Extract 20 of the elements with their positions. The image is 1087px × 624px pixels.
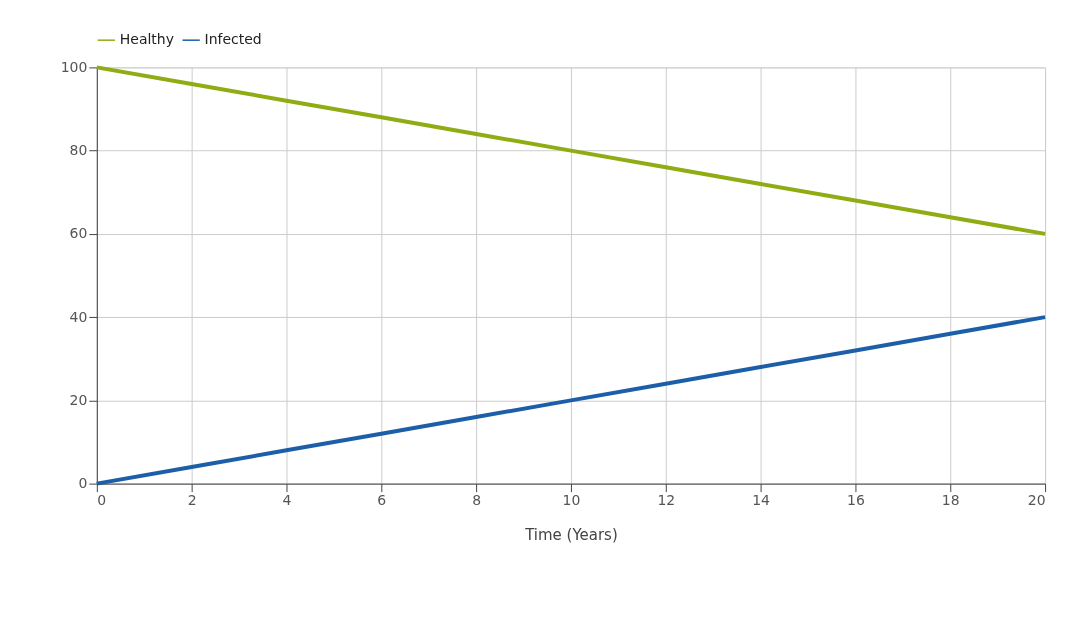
x-axis-title: Time (Years) <box>524 526 618 545</box>
x-tick-label: 6 <box>377 492 387 509</box>
y-tick-label: 80 <box>69 142 88 159</box>
x-tick-label: 14 <box>752 492 771 509</box>
x-tick-label: 0 <box>97 492 107 509</box>
legend-label: Healthy <box>119 31 174 48</box>
y-tick-label: 100 <box>60 58 88 75</box>
y-tick-label: 40 <box>69 308 88 325</box>
legend-label: Infected <box>204 31 262 48</box>
x-tick-label: 12 <box>657 492 676 509</box>
x-tick-label: 18 <box>941 492 960 509</box>
x-tick-label: 20 <box>1027 492 1046 509</box>
y-tick-label: 0 <box>78 475 88 492</box>
y-tick-label: 20 <box>69 391 88 408</box>
y-tick-label: 60 <box>69 225 88 242</box>
x-tick-label: 4 <box>282 492 292 509</box>
x-tick-label: 16 <box>847 492 865 509</box>
x-tick-label: 2 <box>187 492 197 509</box>
x-tick-label: 8 <box>472 492 482 509</box>
x-tick-label: 10 <box>562 492 581 509</box>
